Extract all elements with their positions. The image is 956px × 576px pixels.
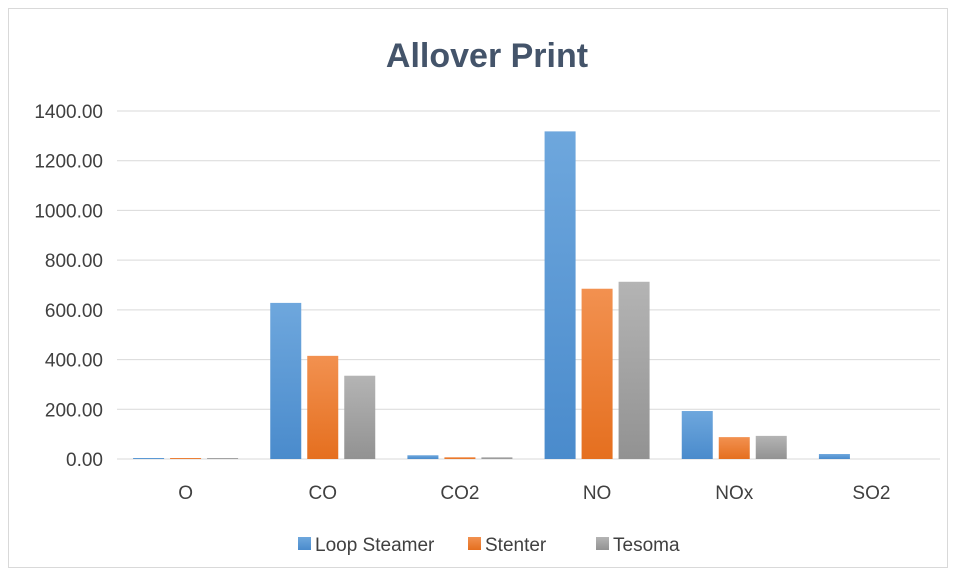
chart-frame bbox=[8, 8, 948, 568]
bars bbox=[133, 131, 850, 459]
bar-stenter-co2 bbox=[444, 457, 476, 459]
y-tick-label: 1200.00 bbox=[34, 152, 103, 173]
y-tick-label: 400.00 bbox=[45, 351, 103, 372]
bar-loop-steamer-nox bbox=[681, 411, 713, 459]
bar-stenter-nox bbox=[718, 437, 750, 459]
legend: Loop Steamer Stenter Tesoma bbox=[298, 535, 680, 556]
legend-swatch bbox=[468, 537, 481, 550]
bar-tesoma-co2 bbox=[481, 457, 513, 459]
legend-swatch bbox=[298, 537, 311, 550]
bar-loop-steamer-so2 bbox=[818, 454, 850, 459]
bar-loop-steamer-no bbox=[544, 131, 576, 459]
bar-loop-steamer-o bbox=[133, 458, 165, 459]
bar-loop-steamer-co2 bbox=[407, 455, 439, 459]
legend-swatch bbox=[596, 537, 609, 550]
y-tick-label: 600.00 bbox=[45, 301, 103, 322]
x-tick-label: O bbox=[178, 483, 193, 504]
y-tick-label: 0.00 bbox=[66, 450, 103, 471]
chart-title: Allover Print bbox=[386, 37, 588, 75]
bar-stenter-co bbox=[307, 355, 339, 459]
y-tick-label: 1400.00 bbox=[34, 102, 103, 123]
bar-tesoma-nox bbox=[755, 435, 787, 459]
y-axis-ticks: 0.00 200.00 400.00 600.00 800.00 1000.00 1200.… bbox=[34, 102, 103, 471]
x-tick-label: CO bbox=[309, 483, 338, 504]
legend-label: Stenter bbox=[485, 535, 547, 556]
bar-tesoma-no bbox=[618, 281, 650, 459]
x-tick-label: NOx bbox=[715, 483, 754, 504]
x-axis-ticks: O CO CO2 NO NOx SO2 bbox=[178, 483, 890, 504]
bar-stenter-o bbox=[170, 458, 202, 459]
bar-loop-steamer-co bbox=[270, 302, 302, 459]
bar-tesoma-co bbox=[344, 375, 376, 459]
y-tick-label: 1000.00 bbox=[34, 201, 103, 222]
bar-stenter-no bbox=[581, 288, 613, 459]
y-tick-label: 800.00 bbox=[45, 251, 103, 272]
bar-tesoma-o bbox=[207, 458, 239, 459]
x-tick-label: SO2 bbox=[852, 483, 890, 504]
x-tick-label: NO bbox=[583, 483, 612, 504]
legend-label: Tesoma bbox=[613, 535, 680, 556]
y-tick-label: 200.00 bbox=[45, 400, 103, 421]
gridlines bbox=[117, 110, 940, 460]
x-tick-label: CO2 bbox=[440, 483, 479, 504]
legend-label: Loop Steamer bbox=[315, 535, 435, 556]
